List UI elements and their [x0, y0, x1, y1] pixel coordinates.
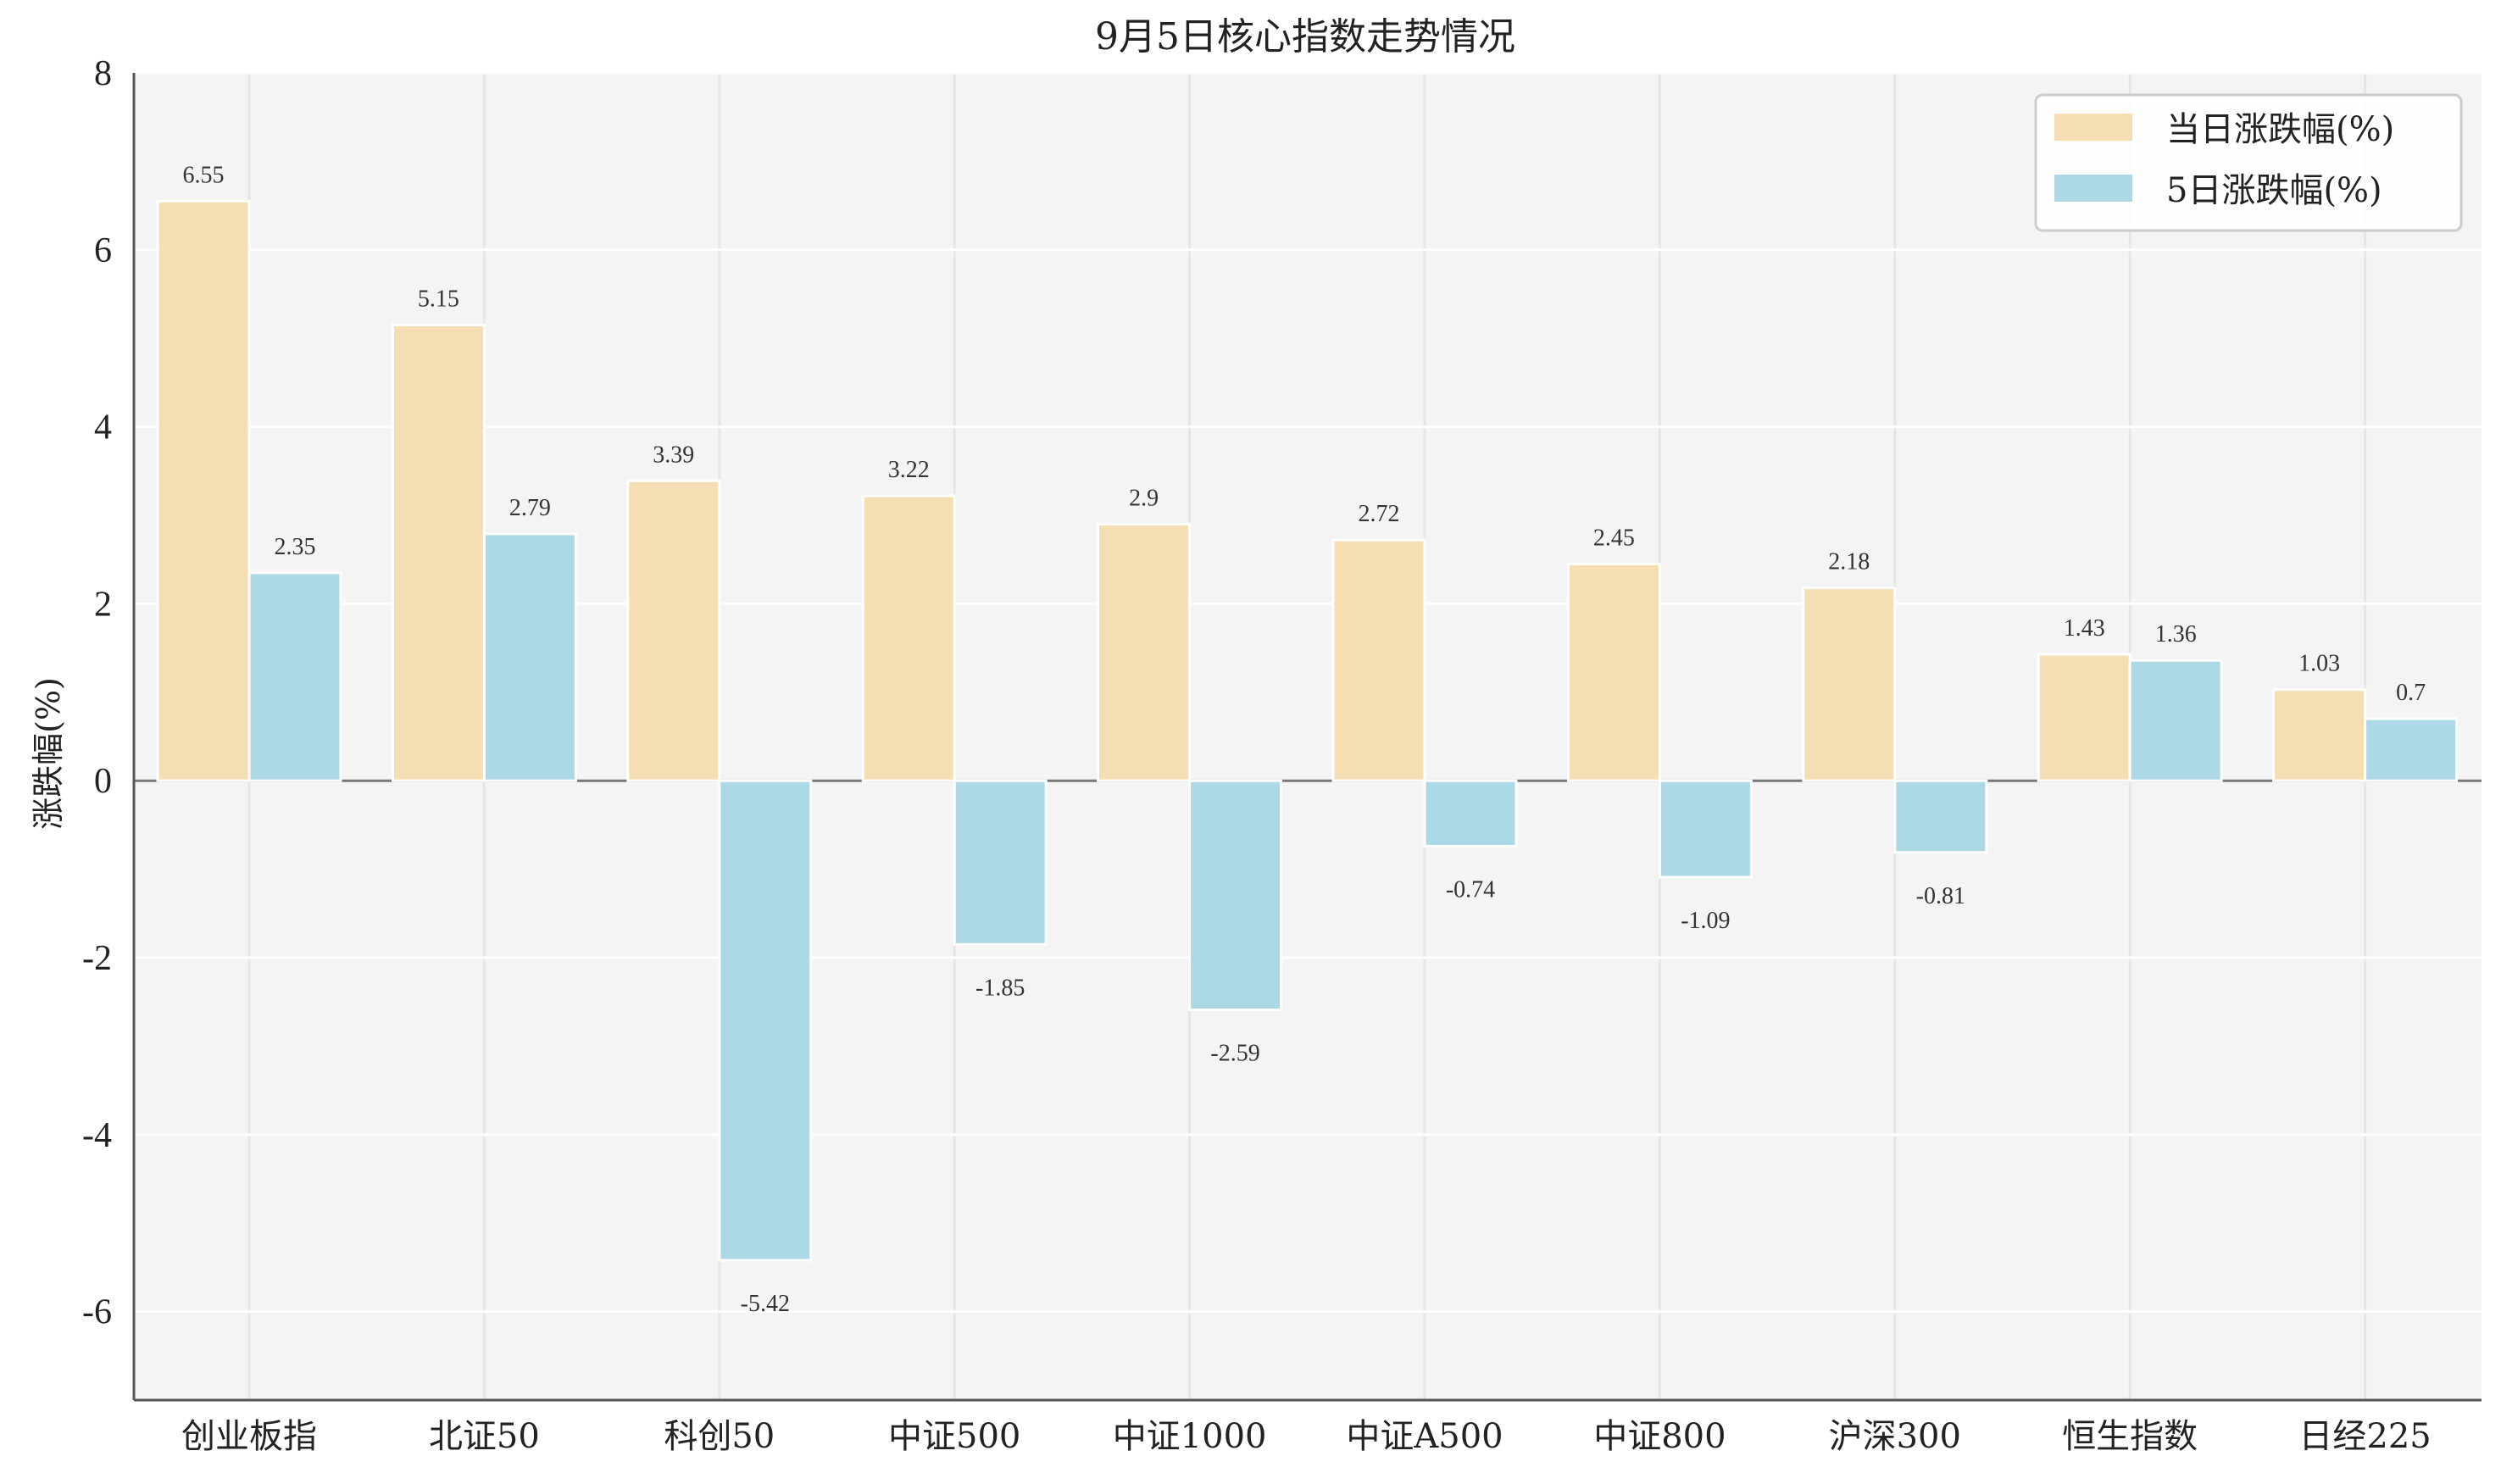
y-tick-label: 2	[94, 585, 112, 624]
bar-5day-change	[1188, 779, 1283, 1012]
x-tick-label: 沪深300	[1829, 1417, 1961, 1456]
data-label-5day: -0.74	[1446, 876, 1495, 903]
data-label-daily: 6.55	[183, 162, 225, 188]
bar-daily-change	[156, 199, 251, 782]
data-label-daily: 2.45	[1593, 525, 1635, 551]
bar-5day-change	[482, 532, 577, 782]
bar-5day-change	[2128, 659, 2223, 782]
bar-daily-change	[1331, 538, 1426, 782]
bar-daily-change	[2272, 688, 2367, 782]
bar-group	[156, 199, 2459, 1262]
x-tick-label: 中证500	[888, 1417, 1020, 1456]
y-tick-label: -4	[82, 1116, 112, 1155]
y-tick-label: 8	[94, 54, 112, 93]
data-label-daily: 5.15	[418, 286, 459, 313]
data-label-daily: 3.22	[888, 457, 930, 483]
chart-title: 9月5日核心指数走势情况	[1095, 15, 1515, 58]
x-tick-label: 科创50	[664, 1417, 775, 1456]
legend-label-5day: 5日涨跌幅(%)	[2166, 171, 2382, 210]
x-tick-label: 中证1000	[1113, 1417, 1267, 1456]
bar-5day-change	[2364, 717, 2459, 782]
data-label-group: 6.55 5.15 3.39 3.22 2.9 2.72 2.45 2.18 1.43 1.03 2…	[183, 162, 2426, 1317]
chart-legend: 当日涨跌幅(%) 5日涨跌幅(%)	[2034, 93, 2463, 232]
data-label-5day: -2.59	[1210, 1041, 1259, 1067]
bar-5day-change	[1423, 779, 1518, 848]
data-label-5day: 1.36	[2155, 621, 2197, 648]
data-label-5day: -5.42	[741, 1291, 790, 1317]
y-tick-label: 0	[94, 762, 112, 801]
x-tick-label: 中证A500	[1346, 1417, 1503, 1456]
y-axis-label: 涨跌幅(%)	[30, 677, 67, 830]
bar-daily-change	[1566, 562, 1661, 782]
legend-box	[2034, 93, 2463, 232]
data-label-5day: 2.35	[275, 534, 316, 560]
y-tick-label: -6	[82, 1293, 112, 1332]
data-label-5day: -1.09	[1681, 908, 1730, 934]
bar-5day-change	[1658, 779, 1753, 879]
data-label-5day: -1.85	[975, 975, 1025, 1001]
data-label-daily: 2.9	[1129, 485, 1159, 511]
bar-daily-change	[391, 324, 486, 782]
data-label-daily: 1.03	[2298, 651, 2340, 677]
x-tick-label: 北证50	[429, 1417, 540, 1456]
y-tick-label: -2	[82, 939, 112, 978]
bar-daily-change	[1802, 586, 1897, 782]
data-label-daily: 2.18	[1828, 549, 1870, 575]
bar-5day-change	[1893, 779, 1988, 854]
bar-daily-change	[861, 494, 956, 782]
legend-label-daily: 当日涨跌幅(%)	[2166, 110, 2394, 149]
bar-5day-change	[953, 779, 1048, 946]
y-tick-labels: 8 6 4 2 0 -2 -4 -6	[82, 54, 112, 1332]
x-tick-label: 日经225	[2298, 1417, 2431, 1456]
data-label-daily: 3.39	[653, 442, 694, 468]
y-tick-label: 6	[94, 231, 112, 270]
legend-swatch-5day	[2054, 175, 2132, 202]
data-label-5day: -0.81	[1916, 883, 1965, 909]
bar-5day-change	[718, 779, 813, 1262]
x-tick-labels: 创业板指 北证50 科创50 中证500 中证1000 中证A500 中证800 沪深300 恒…	[181, 1417, 2432, 1456]
bar-daily-change	[2037, 653, 2131, 782]
data-label-daily: 1.43	[2064, 615, 2105, 642]
data-label-5day: 0.7	[2396, 680, 2426, 706]
x-tick-label: 创业板指	[181, 1417, 317, 1456]
legend-swatch-daily	[2054, 114, 2132, 141]
data-label-daily: 2.72	[1359, 501, 1400, 527]
y-tick-label: 4	[94, 409, 112, 447]
bar-daily-change	[1097, 522, 1192, 782]
x-tick-label: 恒生指数	[2062, 1417, 2198, 1456]
bar-5day-change	[247, 571, 342, 782]
bar-daily-change	[626, 479, 721, 782]
data-label-5day: 2.79	[509, 495, 551, 521]
x-tick-label: 中证800	[1593, 1417, 1726, 1456]
